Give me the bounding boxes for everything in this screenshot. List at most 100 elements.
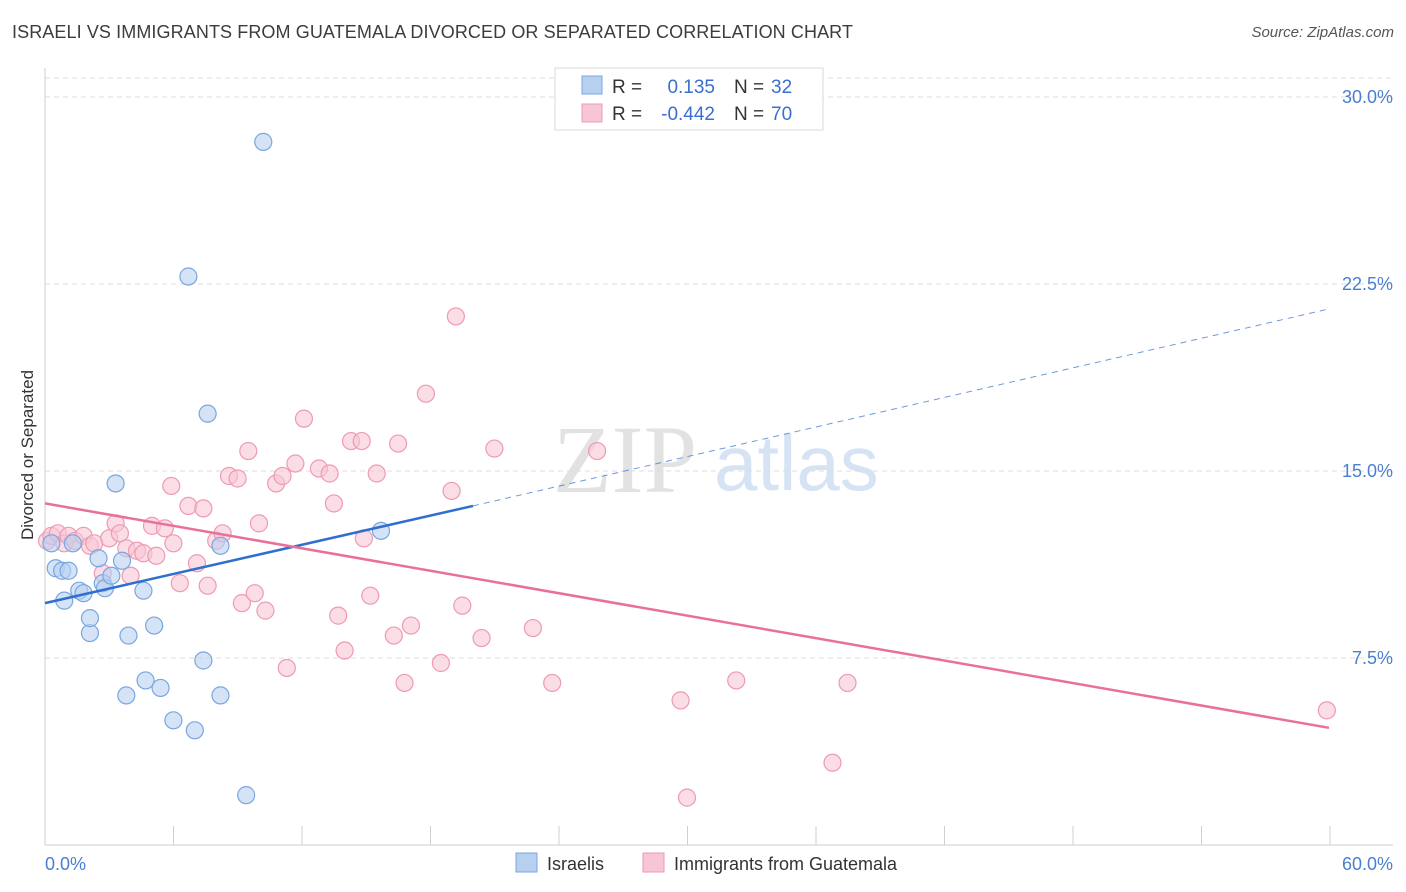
israelis-point bbox=[254, 132, 273, 151]
israelis-point bbox=[112, 551, 132, 570]
guatemala-point bbox=[446, 307, 465, 326]
israelis-point bbox=[117, 686, 136, 705]
guatemala-point bbox=[823, 753, 842, 772]
chart-title: ISRAELI VS IMMIGRANTS FROM GUATEMALA DIV… bbox=[12, 22, 854, 42]
israelis-point bbox=[63, 534, 82, 553]
y-tick-labels: 7.5% 15.0% 22.5% 30.0% bbox=[1342, 87, 1393, 668]
israelis-trend-line bbox=[44, 504, 474, 605]
guatemala-point bbox=[162, 476, 181, 496]
israelis-point bbox=[179, 267, 198, 286]
bottom-legend-swatch-israelis bbox=[515, 852, 538, 873]
gridlines bbox=[45, 77, 1393, 659]
legend-n-label-2: N = bbox=[734, 104, 764, 125]
guatemala-point bbox=[472, 628, 491, 648]
watermark-atlas: atlas bbox=[714, 419, 879, 507]
legend-swatch-israelis bbox=[581, 75, 603, 95]
correlation-legend: R = 0.135 N = 32 R = -0.442 N = 70 bbox=[554, 67, 824, 131]
legend-r-label-2: R = bbox=[612, 104, 642, 125]
israelis-point bbox=[211, 686, 230, 705]
israelis-point bbox=[164, 711, 183, 730]
guatemala-point bbox=[232, 594, 251, 613]
legend-r-label-1: R = bbox=[612, 77, 642, 98]
guatemala-point bbox=[324, 494, 343, 513]
guatemala-point bbox=[401, 616, 421, 635]
israelis-trend-extension bbox=[472, 308, 1330, 507]
legend-n-value-2: 70 bbox=[771, 104, 792, 125]
israelis-point bbox=[106, 474, 125, 493]
israelis-point bbox=[185, 721, 204, 740]
guatemala-point bbox=[727, 671, 746, 690]
israelis-point bbox=[80, 609, 100, 628]
guatemala-point bbox=[228, 469, 247, 488]
guatemala-point bbox=[277, 658, 296, 678]
guatemala-point bbox=[677, 788, 697, 807]
series-israelis-points bbox=[42, 132, 391, 805]
bottom-legend-swatch-guatemala bbox=[642, 852, 665, 873]
israelis-point bbox=[89, 549, 108, 568]
israelis-point bbox=[134, 581, 153, 600]
guatemala-point bbox=[335, 641, 354, 660]
guatemala-point bbox=[286, 454, 305, 473]
guatemala-point bbox=[194, 499, 213, 518]
guatemala-point bbox=[361, 586, 380, 605]
guatemala-point bbox=[671, 691, 690, 710]
source-note: Source: ZipAtlas.com bbox=[1251, 24, 1394, 41]
y-tick-label: 22.5% bbox=[1342, 274, 1393, 294]
watermark-zip: ZIP bbox=[553, 406, 697, 513]
israelis-point bbox=[194, 651, 213, 670]
guatemala-point bbox=[352, 431, 371, 451]
legend-r-value-1: 0.135 bbox=[667, 77, 715, 98]
guatemala-point bbox=[523, 618, 543, 638]
y-tick-label: 30.0% bbox=[1342, 87, 1393, 107]
guatemala-point bbox=[239, 441, 258, 461]
bottom-legend-label-israelis: Israelis bbox=[547, 854, 604, 874]
guatemala-point bbox=[395, 673, 414, 693]
israelis-point bbox=[198, 404, 217, 423]
guatemala-point bbox=[110, 524, 130, 543]
guatemala-point bbox=[416, 384, 436, 403]
israelis-point bbox=[119, 626, 138, 645]
guatemala-point bbox=[249, 514, 269, 533]
guatemala-point bbox=[256, 601, 275, 620]
guatemala-point bbox=[367, 464, 386, 483]
series-legend: Israelis Immigrants from Guatemala bbox=[515, 852, 898, 874]
guatemala-point bbox=[245, 584, 264, 603]
guatemala-point bbox=[442, 481, 461, 501]
guatemala-point bbox=[170, 574, 189, 593]
guatemala-point bbox=[320, 464, 339, 483]
israelis-point bbox=[145, 616, 164, 635]
legend-swatch-guatemala bbox=[581, 103, 603, 123]
israelis-point bbox=[211, 536, 230, 555]
y-tick-label: 15.0% bbox=[1342, 461, 1393, 481]
guatemala-point bbox=[329, 606, 348, 625]
guatemala-point bbox=[838, 673, 857, 693]
guatemala-trend-line bbox=[44, 502, 1330, 730]
x-tick-label-max: 60.0% bbox=[1342, 854, 1393, 874]
y-tick-label: 7.5% bbox=[1352, 648, 1393, 668]
guatemala-point bbox=[588, 441, 607, 461]
israelis-point bbox=[237, 786, 256, 805]
guatemala-point bbox=[485, 439, 504, 458]
israelis-point bbox=[102, 566, 121, 585]
legend-n-label-1: N = bbox=[734, 77, 764, 98]
legend-n-value-1: 32 bbox=[771, 77, 792, 98]
x-tick-marks bbox=[44, 826, 1331, 845]
guatemala-point bbox=[179, 496, 198, 516]
guatemala-point bbox=[543, 673, 562, 693]
israelis-point bbox=[59, 561, 78, 580]
guatemala-point bbox=[147, 546, 166, 565]
x-tick-label-min: 0.0% bbox=[45, 854, 86, 874]
guatemala-point bbox=[384, 626, 403, 645]
legend-r-value-2: -0.442 bbox=[661, 104, 715, 125]
israelis-point bbox=[42, 534, 61, 553]
guatemala-point bbox=[273, 466, 292, 486]
bottom-legend-label-guatemala: Immigrants from Guatemala bbox=[674, 854, 898, 874]
guatemala-point bbox=[1317, 701, 1336, 720]
guatemala-point bbox=[294, 409, 314, 428]
guatemala-point bbox=[453, 596, 472, 615]
trend-lines bbox=[44, 308, 1330, 730]
guatemala-point bbox=[389, 434, 408, 453]
israelis-point bbox=[151, 678, 170, 698]
y-axis-label: Divorced or Separated bbox=[18, 370, 37, 540]
